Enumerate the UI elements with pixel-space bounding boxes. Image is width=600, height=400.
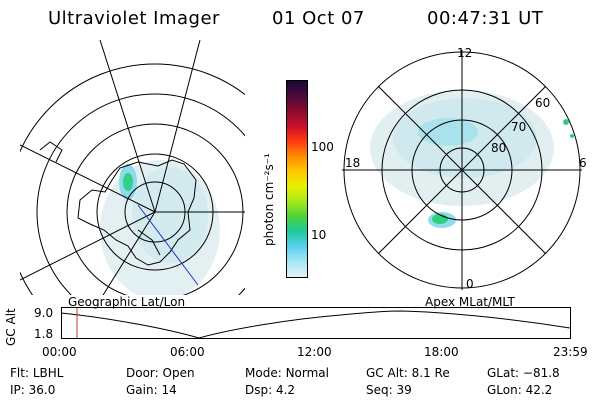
mlt-label-12: 12 [457,46,473,60]
status-door: Door: Open [126,366,195,380]
colorbar [286,80,308,278]
app-title: Ultraviolet Imager [48,8,220,29]
mlt-label-6: 6 [579,156,587,170]
status-flt: Flt: LBHL [10,366,64,380]
altitude-ylabel: GC Alt [4,308,18,346]
status-glat: GLat: −81.8 [487,366,560,380]
apex-panel-label: Apex MLat/MLT [425,295,515,309]
status-seq: Seq: 39 [366,383,412,397]
header-time: 00:47:31 UT [427,8,544,29]
altitude-xtick-4: 23:59 [553,345,588,359]
apex-mlat-mlt-map [342,50,582,290]
status-gc-alt: GC Alt: 8.1 Re [366,366,450,380]
altitude-xtick-2: 12:00 [297,345,332,359]
colorbar-unit-label: photon cm⁻²s⁻¹ [262,153,276,246]
geographic-map [20,40,245,295]
altitude-plot [61,307,571,339]
mlat-label-70: 70 [511,120,527,134]
altitude-xtick-0: 00:00 [42,345,77,359]
status-ip: IP: 36.0 [10,383,56,397]
status-dsp: Dsp: 4.2 [245,383,296,397]
geo-panel-label: Geographic Lat/Lon [68,295,186,309]
status-glon: GLon: 42.2 [487,383,553,397]
header-date: 01 Oct 07 [272,8,365,29]
altitude-ytick-max: 9.0 [34,306,54,320]
altitude-ytick-min: 1.8 [34,327,54,341]
status-gain: Gain: 14 [126,383,177,397]
status-mode: Mode: Normal [245,366,329,380]
mlt-label-0: 0 [466,277,474,291]
mlat-label-80: 80 [491,141,507,155]
altitude-xtick-1: 06:00 [170,345,205,359]
mlt-label-18: 18 [345,156,361,170]
mlat-label-60: 60 [535,96,551,110]
colorbar-tick-10: 10 [311,228,327,242]
colorbar-tick-100: 100 [311,140,334,154]
altitude-xtick-3: 18:00 [424,345,459,359]
